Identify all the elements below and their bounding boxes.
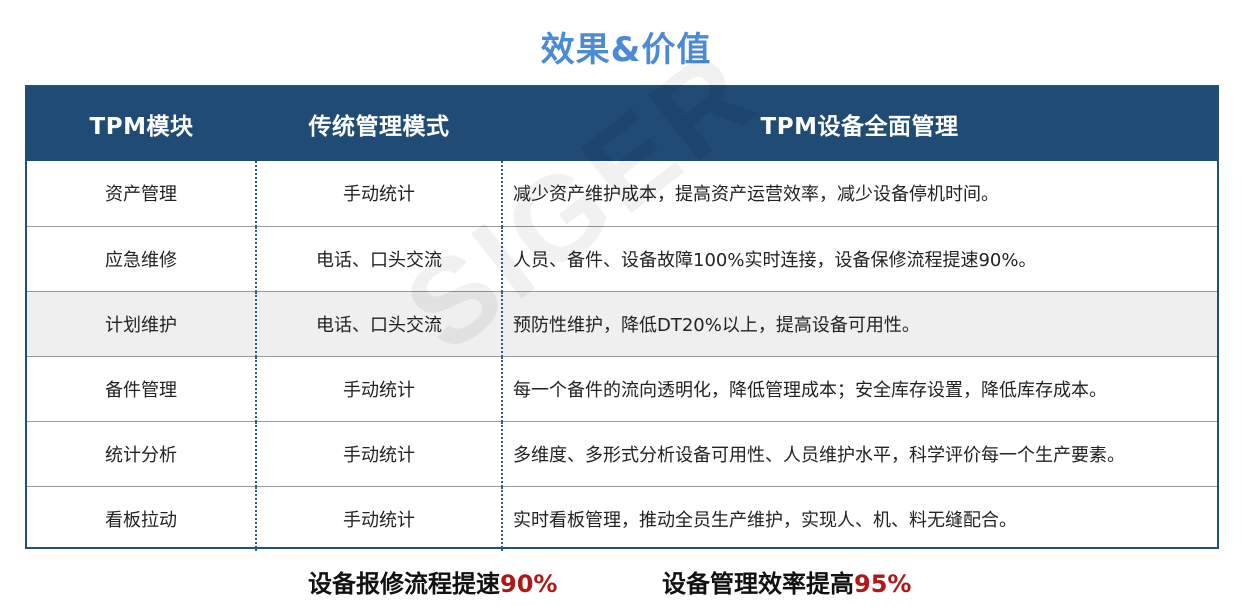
header-tpm-full-management: TPM设备全面管理 bbox=[760, 114, 959, 140]
header-tpm-module: TPM模块 bbox=[89, 114, 194, 140]
summary-efficiency-value: 95% bbox=[854, 570, 912, 598]
table-row: 统计分析 手动统计 多维度、多形式分析设备可用性、人员维护水平，科学评价每一个生… bbox=[27, 420, 1217, 486]
cell-tpm: 人员、备件、设备故障100%实时连接，设备保修流程提速90%。 bbox=[502, 225, 1217, 291]
table-row: 计划维护 电话、口头交流 预防性维护，降低DT20%以上，提高设备可用性。 bbox=[27, 290, 1217, 356]
table-row: 应急维修 电话、口头交流 人员、备件、设备故障100%实时连接，设备保修流程提速… bbox=[27, 225, 1217, 291]
table-row: 看板拉动 手动统计 实时看板管理，推动全员生产维护，实现人、机、料无缝配合。 bbox=[27, 485, 1217, 551]
cell-traditional: 手动统计 bbox=[256, 161, 503, 226]
cell-tpm: 预防性维护，降低DT20%以上，提高设备可用性。 bbox=[502, 290, 1217, 356]
table-row: 备件管理 手动统计 每一个备件的流向透明化，降低管理成本；安全库存设置，降低库存… bbox=[27, 355, 1217, 421]
header-traditional-mode: 传统管理模式 bbox=[308, 114, 450, 140]
cell-tpm: 减少资产维护成本，提高资产运营效率，减少设备停机时间。 bbox=[513, 184, 999, 206]
cell-tpm: 实时看板管理，推动全员生产维护，实现人、机、料无缝配合。 bbox=[502, 485, 1217, 551]
comparison-table: TPM模块 传统管理模式 TPM设备全面管理 资产管理 手动统计 减少资产维护成… bbox=[27, 87, 1217, 551]
cell-traditional: 手动统计 bbox=[256, 355, 503, 421]
table-body: 资产管理 手动统计 减少资产维护成本，提高资产运营效率，减少设备停机时间。 应急… bbox=[27, 161, 1217, 551]
summary-efficiency-gain: 设备管理效率提高95% bbox=[662, 566, 911, 602]
comparison-table-container: TPM模块 传统管理模式 TPM设备全面管理 资产管理 手动统计 减少资产维护成… bbox=[25, 85, 1219, 551]
cell-traditional: 电话、口头交流 bbox=[256, 225, 503, 291]
summary-repair-value: 90% bbox=[500, 570, 558, 598]
cell-module: 计划维护 bbox=[27, 290, 257, 356]
cell-traditional: 电话、口头交流 bbox=[256, 290, 503, 356]
table-header: TPM模块 传统管理模式 TPM设备全面管理 bbox=[27, 87, 1217, 161]
summary-repair-label: 设备报修流程提速 bbox=[308, 570, 500, 598]
cell-traditional: 手动统计 bbox=[256, 420, 503, 486]
header-row: TPM模块 传统管理模式 TPM设备全面管理 bbox=[27, 87, 1217, 161]
cell-module: 备件管理 bbox=[27, 355, 257, 421]
cell-module: 资产管理 bbox=[27, 161, 257, 226]
summary-efficiency-label: 设备管理效率提高 bbox=[662, 570, 854, 598]
cell-module: 看板拉动 bbox=[27, 485, 257, 551]
summary-repair-speedup: 设备报修流程提速90% bbox=[308, 566, 557, 602]
cell-traditional: 手动统计 bbox=[256, 485, 503, 551]
cell-module: 统计分析 bbox=[27, 420, 257, 486]
cell-module: 应急维修 bbox=[27, 225, 257, 291]
cell-tpm: 多维度、多形式分析设备可用性、人员维护水平，科学评价每一个生产要素。 bbox=[502, 420, 1217, 486]
table-row: 资产管理 手动统计 减少资产维护成本，提高资产运营效率，减少设备停机时间。 bbox=[27, 161, 1217, 226]
cell-tpm: 每一个备件的流向透明化，降低管理成本；安全库存设置，降低库存成本。 bbox=[502, 355, 1217, 421]
page-title: 效果&价值 bbox=[540, 30, 712, 70]
